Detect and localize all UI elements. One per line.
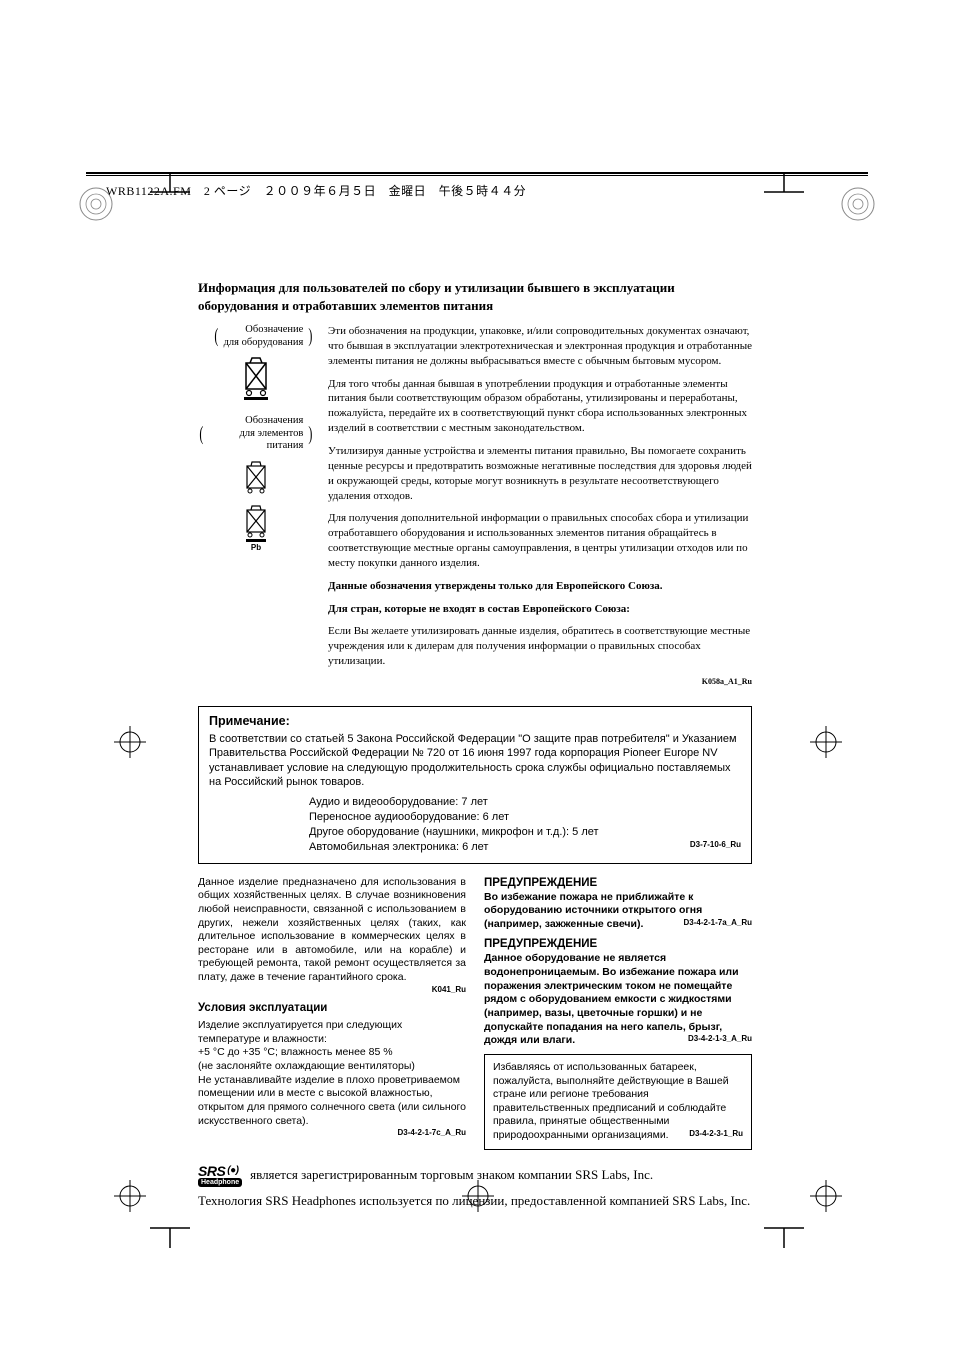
header-filename: WRB1122A.FM 2 ページ ２００９年６月５日 金曜日 午後５時４４分 <box>106 182 868 199</box>
svg-text:Pb: Pb <box>251 543 261 551</box>
srs-tech-line: Технология SRS Headphones используется п… <box>198 1193 752 1209</box>
doc-code: K058a_A1_Ru <box>328 677 752 688</box>
srs-row: SRS(●) Headphone является зарегистрирова… <box>198 1164 752 1187</box>
header-rule <box>86 172 868 176</box>
recycle-title: Информация для пользователей по сбору и … <box>198 279 752 314</box>
note-box: Примечание: В соответствии со статьей 5 … <box>198 706 752 864</box>
battery-disposal-box: Избавляясь от использованных батареек, п… <box>484 1054 752 1150</box>
weee-bin-icon <box>238 355 274 401</box>
right-column: ПРЕДУПРЕЖДЕНИЕ Во избежание пожара не пр… <box>484 876 752 1150</box>
left-column: Данное изделие предназначено для использ… <box>198 876 466 1150</box>
battery-bin-icon-1 <box>241 459 271 497</box>
recycle-labels-column: ( Обозначениедля оборудования ) ( Обозна… <box>198 324 314 688</box>
recycle-text: Эти обозначения на продукции, упаковке, … <box>328 324 752 688</box>
srs-logo-icon: SRS(●) Headphone <box>198 1164 242 1187</box>
battery-bin-icon-2: Pb <box>241 503 271 551</box>
